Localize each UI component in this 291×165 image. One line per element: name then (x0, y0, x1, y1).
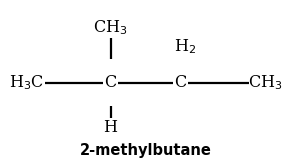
Text: C: C (104, 74, 117, 91)
Text: C: C (174, 74, 187, 91)
Text: H$_3$C: H$_3$C (9, 73, 44, 92)
Text: CH$_3$: CH$_3$ (93, 19, 128, 37)
Text: H: H (104, 118, 118, 136)
Text: 2-methylbutane: 2-methylbutane (79, 143, 212, 158)
Text: CH$_3$: CH$_3$ (248, 73, 282, 92)
Text: H$_2$: H$_2$ (174, 37, 196, 56)
